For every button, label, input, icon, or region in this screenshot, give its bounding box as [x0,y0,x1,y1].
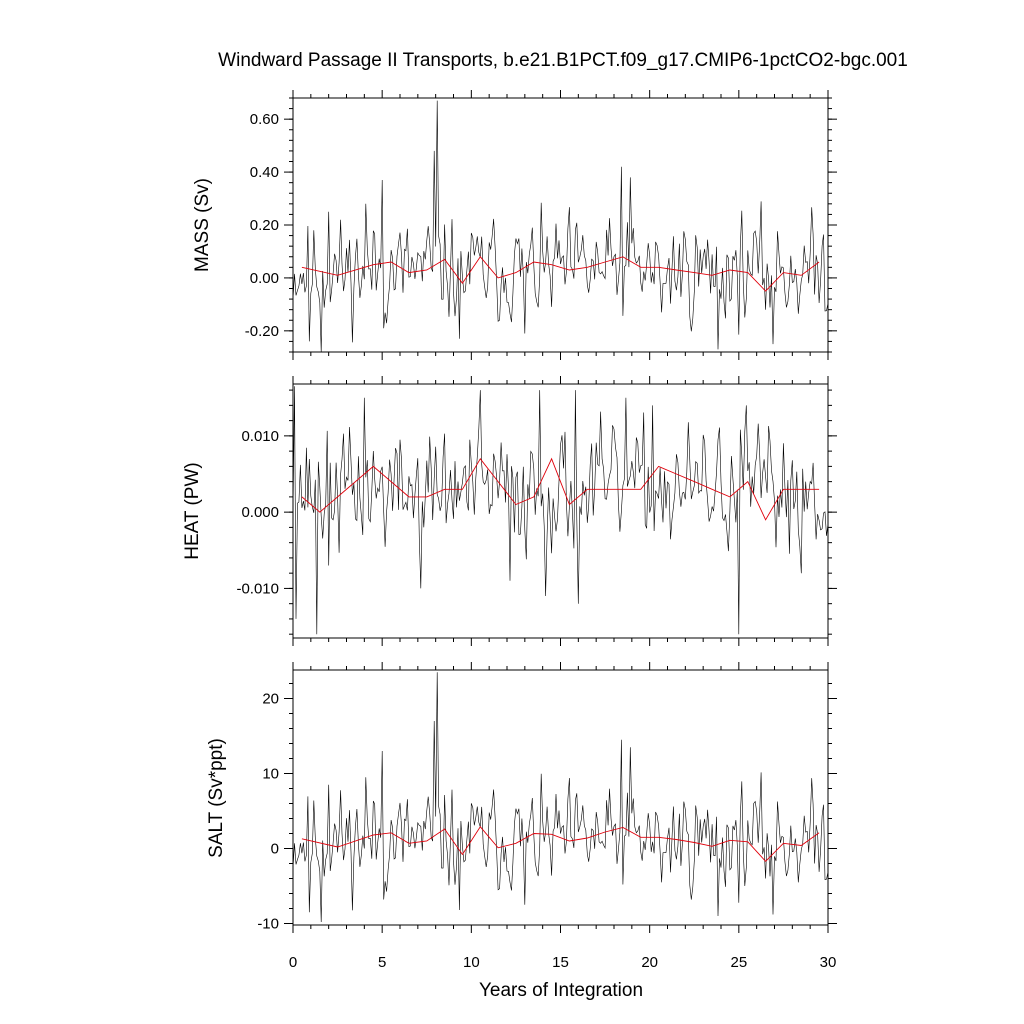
plot-frame-mass [292,97,829,353]
series-annual-mean-mass [301,256,820,292]
y-tick-label-heat: 0.000 [241,504,279,521]
chart-title: Windward Passage II Transports, b.e21.B1… [218,50,908,71]
series-annual-mean-salt [301,826,820,862]
x-tick-label: 10 [463,954,480,971]
y-tick-label-mass: 0.00 [250,270,279,287]
y-axis-label-mass: MASS (Sv) [192,178,213,272]
x-tick-label: 5 [378,954,386,971]
y-tick-label-mass: 0.40 [250,164,279,181]
series-monthly-mass [292,100,829,353]
series-monthly-heat [292,386,829,635]
panel-heat: HEAT (PW) -0.010 0.000 0.010 [182,376,837,646]
x-tick-label: 30 [820,954,837,971]
y-tick-label-mass: -0.20 [245,323,279,340]
x-axis-label: Years of Integration [479,980,643,1001]
panel-salt: SALT (Sv*ppt) -10 0 10 20 0 5 10 15 20 25 30 [206,662,837,971]
y-tick-label-salt: 0 [271,841,279,858]
y-tick-label-heat: -0.010 [236,580,279,597]
y-tick-label-mass: 0.60 [250,111,279,128]
x-tick-label: 0 [289,954,297,971]
y-tick-label-mass: 0.20 [250,217,279,234]
y-axis-label-heat: HEAT (PW) [182,462,203,559]
panel-mass: MASS (Sv) -0.20 0.00 0.20 0.40 0.60 [192,90,837,360]
y-tick-label-heat: 0.010 [241,428,279,445]
plot-frame-heat [292,383,829,639]
y-axis-label-salt: SALT (Sv*ppt) [206,738,227,858]
y-tick-label-salt: 20 [262,691,279,708]
series-annual-mean-heat [301,457,820,521]
x-tick-label: 20 [641,954,658,971]
series-monthly-salt [292,672,829,923]
x-tick-label: 15 [552,954,569,971]
plot-frame-salt [292,669,829,926]
x-tick-label: 25 [730,954,747,971]
y-tick-label-salt: -10 [257,916,279,933]
y-tick-label-salt: 10 [262,766,279,783]
